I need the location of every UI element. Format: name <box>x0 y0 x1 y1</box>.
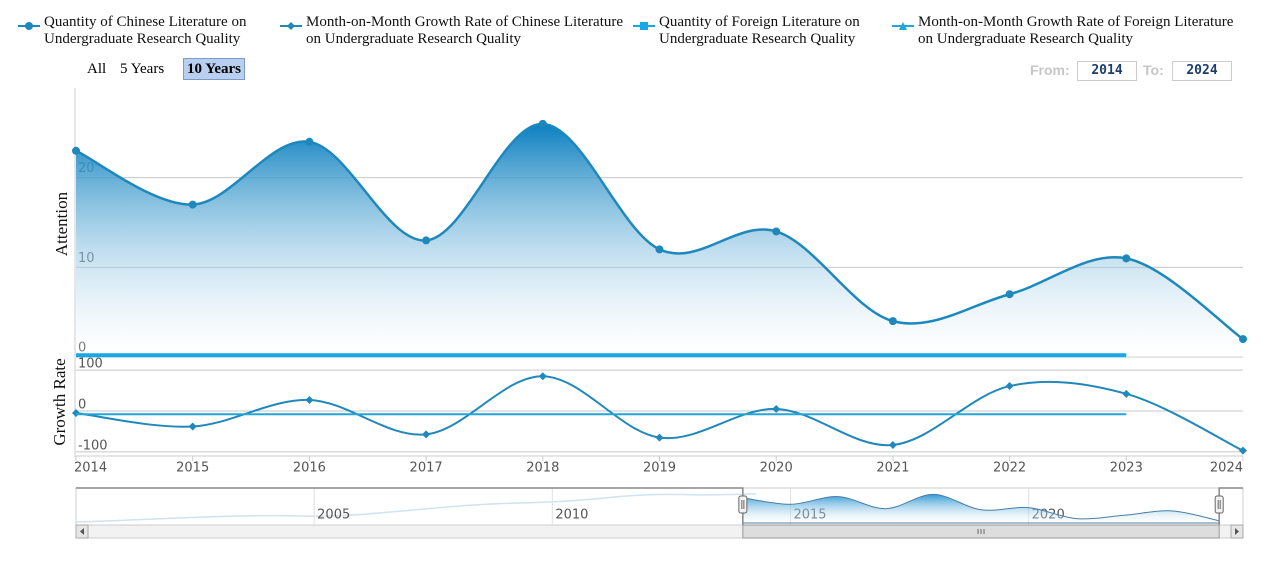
legend-label: Quantity of Foreign Literature on Underg… <box>659 14 860 47</box>
legend-label: Month-on-Month Growth Rate of Foreign Li… <box>918 14 1234 47</box>
range-button[interactable]: 5 Years <box>120 61 165 77</box>
marker <box>1005 290 1014 299</box>
range-button[interactable]: 10 Years <box>183 58 246 80</box>
marker <box>538 119 547 128</box>
y-axis-title: Attention <box>52 191 71 256</box>
marker <box>538 372 547 381</box>
legend-icon <box>280 22 302 30</box>
x-tick-label: 2018 <box>526 461 559 476</box>
x-tick-label: 2021 <box>876 461 909 476</box>
marker <box>72 409 80 418</box>
navigator-tick-label: 2010 <box>555 508 588 523</box>
marker <box>1122 389 1131 398</box>
legend-label: Quantity of Chinese Literature on Underg… <box>44 14 247 47</box>
marker <box>1005 382 1014 391</box>
x-tick-label: 2022 <box>993 461 1026 476</box>
marker <box>888 440 897 449</box>
legend-item[interactable]: Quantity of Foreign Literature on Underg… <box>633 14 899 48</box>
scrollbar-thumb[interactable] <box>742 524 1220 539</box>
marker <box>1122 254 1131 263</box>
arrow-icon <box>1235 528 1239 535</box>
to-input[interactable]: 2024 <box>1172 61 1232 81</box>
x-tick-label: 2023 <box>1110 461 1143 476</box>
legend-marker <box>899 22 907 30</box>
marker <box>305 137 314 146</box>
navigator-tick-label: 2020 <box>1032 508 1065 523</box>
legend-icon <box>892 22 914 30</box>
marker <box>72 146 80 155</box>
scrollbar-left-button[interactable] <box>75 524 89 539</box>
marker <box>422 236 431 245</box>
from-input[interactable]: 2014 <box>1077 61 1137 81</box>
marker <box>772 227 781 236</box>
marker <box>888 317 897 326</box>
range-button[interactable]: All <box>87 61 107 77</box>
marker <box>305 395 314 404</box>
legend-marker <box>287 22 295 30</box>
marker <box>655 245 664 254</box>
area-fill <box>76 123 1243 358</box>
navigator-handle[interactable] <box>738 495 748 514</box>
navigator-history <box>75 493 757 523</box>
y2-tick-label: 100 <box>78 357 103 372</box>
x-tick-label: 2014 <box>74 461 107 476</box>
legend-marker <box>640 22 648 30</box>
marker <box>1239 335 1247 344</box>
navigator-frame <box>75 487 1244 526</box>
y-tick-label: 20 <box>78 161 95 176</box>
legend-icon <box>633 22 655 30</box>
x-tick-label: 2016 <box>293 461 326 476</box>
to-label: To: <box>1143 62 1164 78</box>
navigator-tick-label: 2015 <box>793 508 826 523</box>
x-tick-label: 2015 <box>176 461 209 476</box>
navigator-outline <box>76 487 1243 525</box>
arrow-icon <box>80 528 84 535</box>
x-tick-label: 2024 <box>1210 461 1243 476</box>
scrollbar-right-button[interactable] <box>1230 524 1244 539</box>
navigator-handle[interactable] <box>1214 495 1224 514</box>
navigator-tick-label: 2005 <box>317 508 350 523</box>
legend-item[interactable]: Month-on-Month Growth Rate of Foreign Li… <box>892 14 1248 48</box>
marker <box>422 430 431 439</box>
y2-axis-title: Growth Rate <box>50 358 69 445</box>
x-tick-label: 2017 <box>410 461 443 476</box>
x-tick-label: 2020 <box>760 461 793 476</box>
y2-tick-label: -100 <box>78 438 108 453</box>
marker <box>188 200 197 209</box>
legend-marker <box>25 22 33 30</box>
marker <box>655 433 664 442</box>
navigator-series <box>742 493 1220 524</box>
legend-item[interactable]: Month-on-Month Growth Rate of Chinese Li… <box>280 14 636 48</box>
legend-label: Month-on-Month Growth Rate of Chinese Li… <box>306 14 624 47</box>
marker <box>1239 446 1247 455</box>
series-line <box>75 375 1244 452</box>
y-tick-label: 0 <box>78 341 86 356</box>
from-label: From: <box>1030 62 1070 78</box>
y2-tick-label: 0 <box>78 398 86 413</box>
series-line <box>75 122 1244 341</box>
y-tick-label: 10 <box>78 251 95 266</box>
legend-icon <box>18 22 40 30</box>
scrollbar-track[interactable] <box>75 524 1244 539</box>
marker <box>188 422 197 431</box>
marker <box>772 404 781 413</box>
legend-item[interactable]: Quantity of Chinese Literature on Underg… <box>18 14 279 48</box>
x-tick-label: 2019 <box>643 461 676 476</box>
